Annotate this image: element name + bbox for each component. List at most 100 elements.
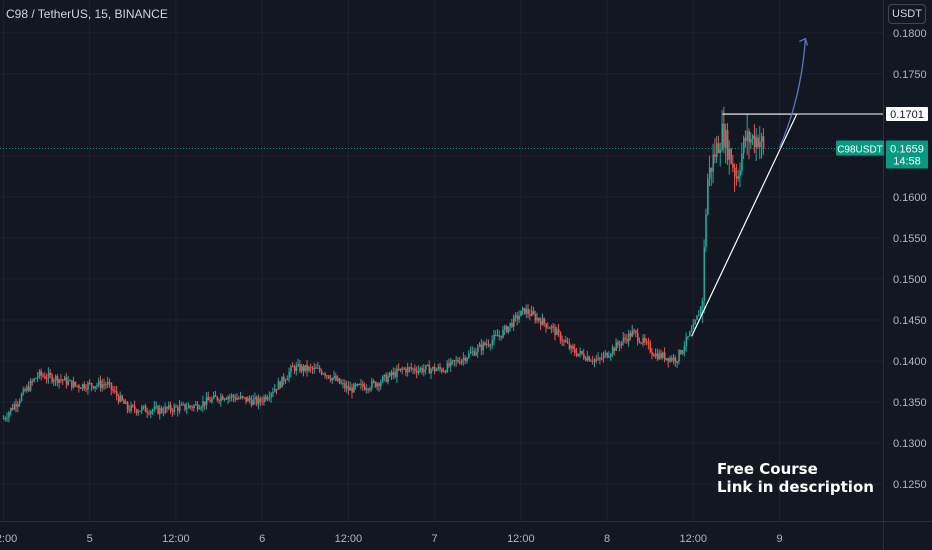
candle-body [56, 376, 59, 383]
candle-body [209, 400, 212, 403]
candle-body [448, 362, 450, 367]
candle-body [301, 365, 303, 372]
candle-body [450, 360, 452, 367]
candle-body [502, 329, 504, 338]
candle-body [514, 315, 517, 317]
candle-body [667, 358, 670, 362]
candle-body [198, 408, 201, 410]
last-price-label: 0.1659 [890, 144, 924, 156]
candle-body [672, 357, 675, 361]
candle-body [401, 368, 404, 370]
price-axis: 0.1250 0.1300 0.1350 0.1400 0.1450 0.1500 0.15… [883, 0, 927, 550]
candle-body [469, 352, 472, 354]
price-tick-label: 0.1250 [893, 479, 927, 491]
candle-body [351, 387, 353, 393]
candle-body [283, 376, 285, 382]
candle-body [590, 360, 592, 362]
level-price-label: 0.1701 [890, 109, 924, 121]
candle-body [548, 327, 551, 329]
candle-body [509, 322, 512, 327]
candle-body [320, 370, 323, 374]
candle-body [399, 368, 402, 371]
candle-body [166, 406, 168, 409]
candle-body [547, 327, 549, 329]
candle-body [33, 378, 35, 382]
candle-body [222, 396, 224, 400]
candle-body [353, 384, 355, 393]
candle-body [45, 378, 48, 380]
candle-body [692, 324, 695, 330]
candle-body [252, 399, 255, 405]
currency-button[interactable]: USDT [888, 4, 926, 24]
candle-body [89, 382, 91, 384]
candle-body [216, 396, 219, 401]
candle-body [225, 398, 228, 400]
candle-body [665, 358, 668, 360]
candle-body [125, 402, 127, 404]
candle-body [577, 353, 580, 356]
candle-body [410, 367, 413, 370]
candle-body [187, 405, 190, 409]
candle-body [19, 400, 21, 404]
candle-body [487, 343, 490, 346]
candle-body [473, 351, 476, 356]
candle-body [274, 388, 276, 392]
candle-body [534, 313, 537, 321]
candle-body [419, 368, 422, 371]
candle-body [114, 390, 116, 392]
candle-body [396, 368, 398, 378]
candle-body [734, 167, 736, 177]
candle-body [306, 364, 309, 371]
candle-body [232, 395, 235, 398]
candle-body [36, 376, 39, 379]
candle-body [408, 367, 411, 369]
candle-body [365, 388, 368, 390]
time-tick-label: 6 [259, 533, 265, 545]
candle-body [292, 366, 294, 368]
time-tick-label: 7 [432, 533, 438, 545]
candle-body [617, 342, 619, 345]
candle-body [107, 382, 109, 385]
level-price-box [886, 107, 928, 122]
candle-body [635, 330, 637, 333]
candle-body [712, 154, 715, 172]
projection-arrow-line [778, 38, 807, 148]
candle-body [753, 135, 756, 148]
candle-body [367, 388, 370, 390]
candle-body [739, 170, 742, 176]
candle-body [49, 372, 52, 375]
candle-body [349, 387, 352, 391]
candle-body [284, 380, 287, 382]
candle-body [290, 366, 292, 372]
candle-body [205, 397, 208, 406]
candle-body [491, 340, 494, 346]
candle-body [371, 380, 373, 389]
candle-body [302, 365, 305, 371]
candle-body [477, 346, 479, 353]
candle-body [647, 342, 650, 344]
candle-body [597, 357, 600, 360]
candle-body [40, 371, 43, 376]
promo-line-2: Link in description [717, 478, 874, 496]
price-tick-label: 0.1350 [893, 397, 927, 409]
candle-body [435, 369, 438, 372]
candle-body [513, 316, 515, 327]
candle-body [464, 357, 467, 362]
candle-body [168, 404, 170, 409]
candle-body [741, 153, 743, 171]
candle-body [628, 333, 630, 342]
candle-body [347, 386, 350, 391]
price-tick-label: 0.1450 [893, 315, 927, 327]
candle-body [595, 359, 598, 361]
candle-body [387, 376, 389, 382]
candle-body [87, 382, 89, 390]
candle-body [83, 384, 86, 389]
candle-body [186, 408, 188, 410]
candle-body [54, 376, 57, 381]
candle-body [575, 353, 578, 356]
candle-body [101, 384, 104, 388]
candle-body [272, 391, 274, 394]
candle-body [178, 405, 181, 412]
